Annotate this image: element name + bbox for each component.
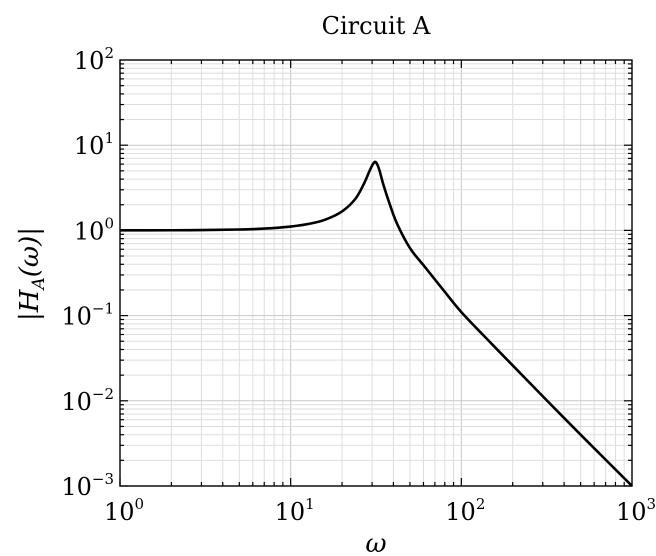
x-tick-labels: 100 101 102 103 (104, 495, 656, 526)
series-line (119, 160, 633, 487)
x-tick-label-base: 10 (275, 498, 306, 526)
y-tick-label: 101 (74, 129, 114, 160)
y-axis-label: |HA(ω)| (15, 227, 49, 321)
x-tick-label: 100 (104, 495, 144, 526)
y-axis-label-main: |H (15, 288, 45, 321)
y-tick-label-base: 10 (74, 217, 105, 245)
x-tick-label-exponent: 1 (305, 495, 315, 513)
y-tick-label-exponent: 2 (104, 44, 114, 62)
x-axis-label: ω (365, 529, 386, 556)
x-tick-label-base: 10 (104, 498, 135, 526)
y-tick-label-exponent: 1 (104, 129, 114, 147)
y-tick-label-base: 10 (61, 388, 92, 416)
y-tick-label-exponent: −2 (92, 385, 114, 403)
chart-title: Circuit A (322, 12, 431, 40)
y-tick-label-base: 10 (61, 303, 92, 331)
x-tick-label-base: 10 (445, 498, 476, 526)
x-tick-label-exponent: 2 (476, 495, 486, 513)
grid (119, 60, 632, 487)
y-tick-label-base: 10 (74, 47, 105, 75)
x-tick-label: 103 (616, 495, 656, 526)
x-tick-label: 101 (275, 495, 315, 526)
y-tick-label-exponent: 0 (104, 214, 114, 232)
plot-frame (119, 59, 633, 487)
y-tick-label-exponent: −3 (92, 470, 114, 488)
y-tick-label-base: 10 (61, 473, 92, 501)
tick-marks (119, 60, 632, 487)
y-axis-label-tail: (ω)| (15, 227, 45, 277)
y-axis-label-sub: A (29, 277, 49, 291)
y-tick-label: 10−1 (61, 300, 114, 331)
y-tick-label: 10−3 (61, 470, 114, 501)
y-tick-label: 10−2 (61, 385, 114, 416)
x-tick-label-exponent: 0 (135, 495, 145, 513)
series-layer (119, 160, 633, 487)
x-tick-label-exponent: 3 (647, 495, 656, 513)
y-tick-label-base: 10 (74, 132, 105, 160)
x-tick-label: 102 (445, 495, 485, 526)
x-tick-label-base: 10 (616, 498, 647, 526)
y-tick-label: 100 (74, 214, 114, 245)
y-tick-label-exponent: −1 (92, 300, 114, 318)
y-tick-label: 102 (74, 44, 114, 75)
